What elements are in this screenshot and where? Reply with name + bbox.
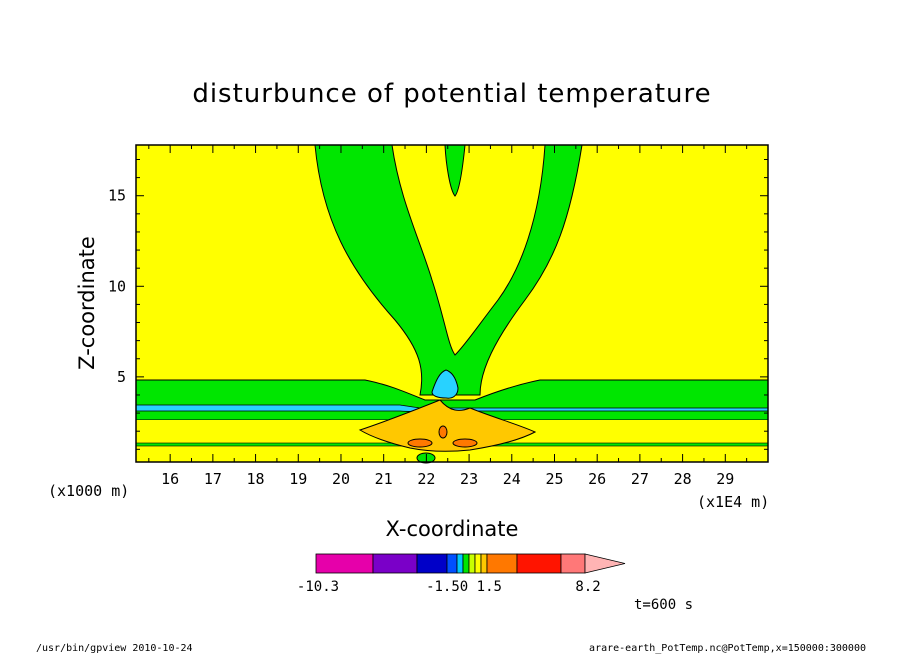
colorbar-segment xyxy=(446,553,458,574)
dark-orange-spot-left xyxy=(407,438,433,448)
x-axis-label: X-coordinate xyxy=(386,517,519,541)
x-tick-label: 22 xyxy=(417,470,435,488)
x-axis-ticks: 16 17 18 19 20 21 22 23 24 25 26 27 28 29 xyxy=(148,145,748,488)
x-tick-label: 29 xyxy=(716,470,734,488)
footer-source: arare-earth_PotTemp.nc@PotTemp,x=150000:… xyxy=(589,643,866,654)
y-tick-label: 10 xyxy=(108,277,126,295)
x-tick-label: 27 xyxy=(631,470,649,488)
footer-program: /usr/bin/gpview 2010-10-24 xyxy=(36,643,193,654)
colorbar-segment xyxy=(462,553,470,574)
colorbar-segment xyxy=(486,553,518,574)
colorbar-max-label: 8.2 xyxy=(575,579,600,595)
colorbar-mid-label: -1.50 1.5 xyxy=(426,579,502,595)
green-top-lobe xyxy=(444,144,466,197)
colorbar-arrow xyxy=(584,553,626,574)
colorbar-segment xyxy=(474,553,482,574)
colorbar-segment xyxy=(456,553,464,574)
time-label: t=600 s xyxy=(634,597,693,613)
cyan-blob xyxy=(431,369,459,399)
x-tick-label: 18 xyxy=(247,470,265,488)
green-plume-contour xyxy=(314,144,583,396)
x-tick-label: 28 xyxy=(674,470,692,488)
colorbar-segment xyxy=(480,553,488,574)
x-tick-label: 17 xyxy=(204,470,222,488)
y-axis-label: Z-coordinate xyxy=(75,236,99,370)
colorbar-segment xyxy=(416,553,448,574)
x-tick-label: 20 xyxy=(332,470,350,488)
x-unit-left-label: (x1000 m) xyxy=(48,482,129,500)
colorbar-segment xyxy=(516,553,562,574)
colorbar-min-label: -10.3 xyxy=(297,579,339,595)
colorbar-segment xyxy=(468,553,476,574)
x-tick-label: 25 xyxy=(545,470,563,488)
y-axis-ticks: 5 10 15 xyxy=(108,158,768,450)
orange-region xyxy=(358,399,537,452)
dark-orange-spot-center xyxy=(438,425,448,439)
x-tick-label: 24 xyxy=(503,470,521,488)
x-tick-label: 21 xyxy=(375,470,393,488)
chart-title: disturbunce of potential temperature xyxy=(192,79,711,109)
colorbar-segment xyxy=(315,553,374,574)
x-tick-label: 16 xyxy=(161,470,179,488)
x-tick-label: 26 xyxy=(588,470,606,488)
y-tick-label: 5 xyxy=(117,368,126,386)
dark-orange-spot-right xyxy=(452,438,478,448)
colorbar xyxy=(315,553,626,574)
y-tick-label: 15 xyxy=(108,187,126,205)
plot-frame xyxy=(135,144,769,463)
x-tick-label: 19 xyxy=(289,470,307,488)
colorbar-segment xyxy=(560,553,586,574)
colorbar-segment xyxy=(372,553,418,574)
contour-fields xyxy=(135,144,769,464)
x-unit-right-label: (x1E4 m) xyxy=(697,493,769,511)
x-tick-label: 23 xyxy=(460,470,478,488)
